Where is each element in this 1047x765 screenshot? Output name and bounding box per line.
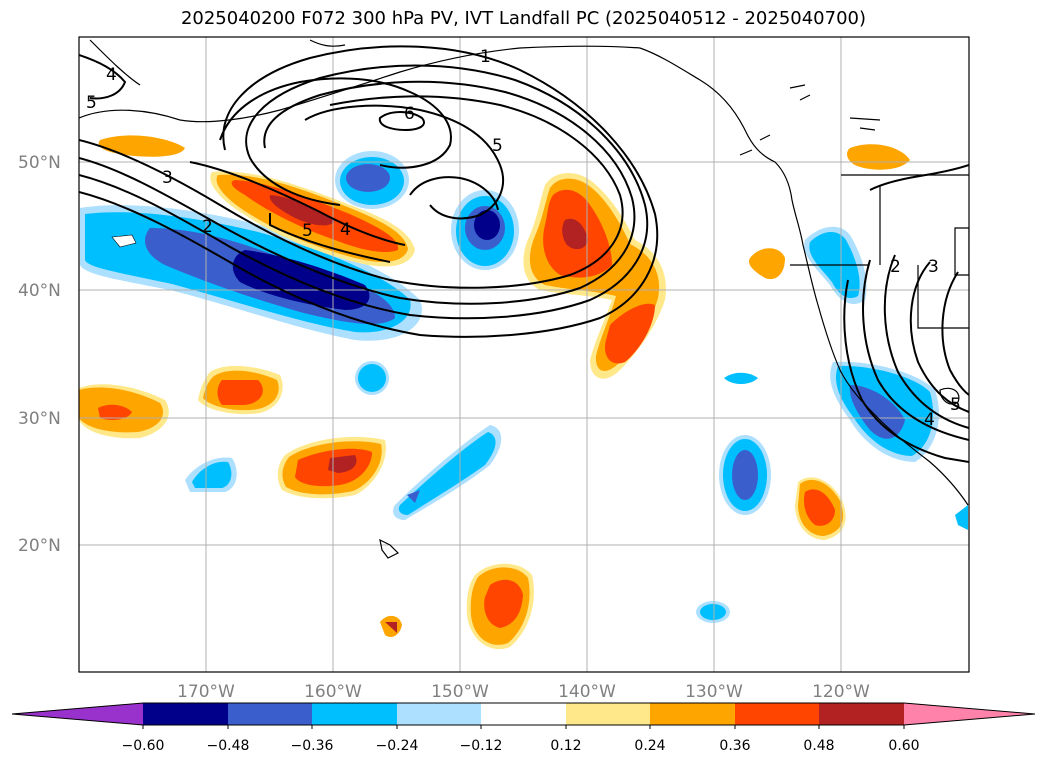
- lat-label-50n: 50°N: [18, 153, 61, 173]
- colorbar-tick: −0.12: [460, 738, 503, 754]
- contour-label: 5: [86, 93, 97, 113]
- map-frame: [78, 36, 970, 673]
- lat-label-20n: 20°N: [18, 536, 61, 556]
- colorbar-segment: [650, 703, 735, 725]
- colorbar-segment: [228, 703, 312, 725]
- colorbar-tick-labels: −0.60 −0.48 −0.36 −0.24 −0.12 0.12 0.24 …: [122, 738, 920, 754]
- map-title: 2025040200 F072 300 hPa PV, IVT Landfall…: [180, 8, 867, 29]
- lon-label-140w: 140°W: [558, 682, 616, 702]
- colorbar-segment: [312, 703, 397, 725]
- lon-label-160w: 160°W: [304, 682, 362, 702]
- colorbar-tick: 0.48: [803, 738, 834, 754]
- colorbar-tick: 0.36: [719, 738, 750, 754]
- latitude-labels: 50°N 40°N 30°N 20°N: [18, 153, 61, 556]
- longitude-labels: 170°W 160°W 150°W 140°W 130°W 120°W: [177, 682, 870, 702]
- colorbar-extend-max: [904, 703, 1035, 725]
- contour-label: 1: [480, 47, 491, 67]
- contour-label: 4: [340, 220, 351, 240]
- colorbar-extend-min: [12, 703, 143, 725]
- pv-contours: [79, 45, 969, 463]
- colorbar-tick: −0.24: [376, 738, 419, 754]
- lon-label-130w: 130°W: [685, 682, 743, 702]
- colorbar-tick: −0.48: [207, 738, 250, 754]
- contour-label: 5: [302, 221, 313, 241]
- colorbar-tick: 0.24: [634, 738, 665, 754]
- colorbar-tick: 0.60: [888, 738, 919, 754]
- colorbar-tick: 0.12: [550, 738, 581, 754]
- colorbar-segment: [566, 703, 650, 725]
- contour-label: 2: [890, 257, 901, 277]
- lon-label-120w: 120°W: [812, 682, 870, 702]
- positive-anomaly-coast: [523, 173, 666, 379]
- positive-anomaly-north: [210, 171, 415, 267]
- negative-anomaly-center: [451, 190, 519, 270]
- colorbar: −0.60 −0.48 −0.36 −0.24 −0.12 0.12 0.24 …: [11, 702, 1036, 754]
- contour-labels: 1 6 5 3 2 5 4 4 5 2 3 4 5: [86, 47, 961, 430]
- contour-label: 4: [106, 65, 117, 85]
- lon-label-170w: 170°W: [177, 682, 235, 702]
- colorbar-tick: −0.36: [291, 738, 334, 754]
- colorbar-segment: [397, 703, 481, 725]
- contour-label: 4: [924, 410, 935, 430]
- contour-label: 5: [492, 136, 503, 156]
- positive-anomaly-small: [79, 135, 910, 650]
- colorbar-tick-marks: [142, 725, 905, 729]
- contour-label: 6: [404, 104, 415, 124]
- colorbar-tick: −0.60: [122, 738, 165, 754]
- lat-label-40n: 40°N: [18, 281, 61, 301]
- graticule: [79, 37, 969, 672]
- lat-label-30n: 30°N: [18, 409, 61, 429]
- negative-anomaly-center-north: [335, 151, 409, 209]
- map-background: [79, 37, 969, 672]
- contour-label: 5: [950, 395, 961, 415]
- contour-label: 2: [202, 217, 213, 237]
- colorbar-segment: [143, 703, 228, 725]
- lon-label-150w: 150°W: [431, 682, 489, 702]
- contour-label: 3: [162, 168, 173, 188]
- negative-anomaly-small: [185, 361, 771, 623]
- colorbar-segment: [819, 703, 904, 725]
- colorbar-segment: [735, 703, 819, 725]
- colorbar-segment: [481, 703, 566, 725]
- contour-label: 3: [928, 257, 939, 277]
